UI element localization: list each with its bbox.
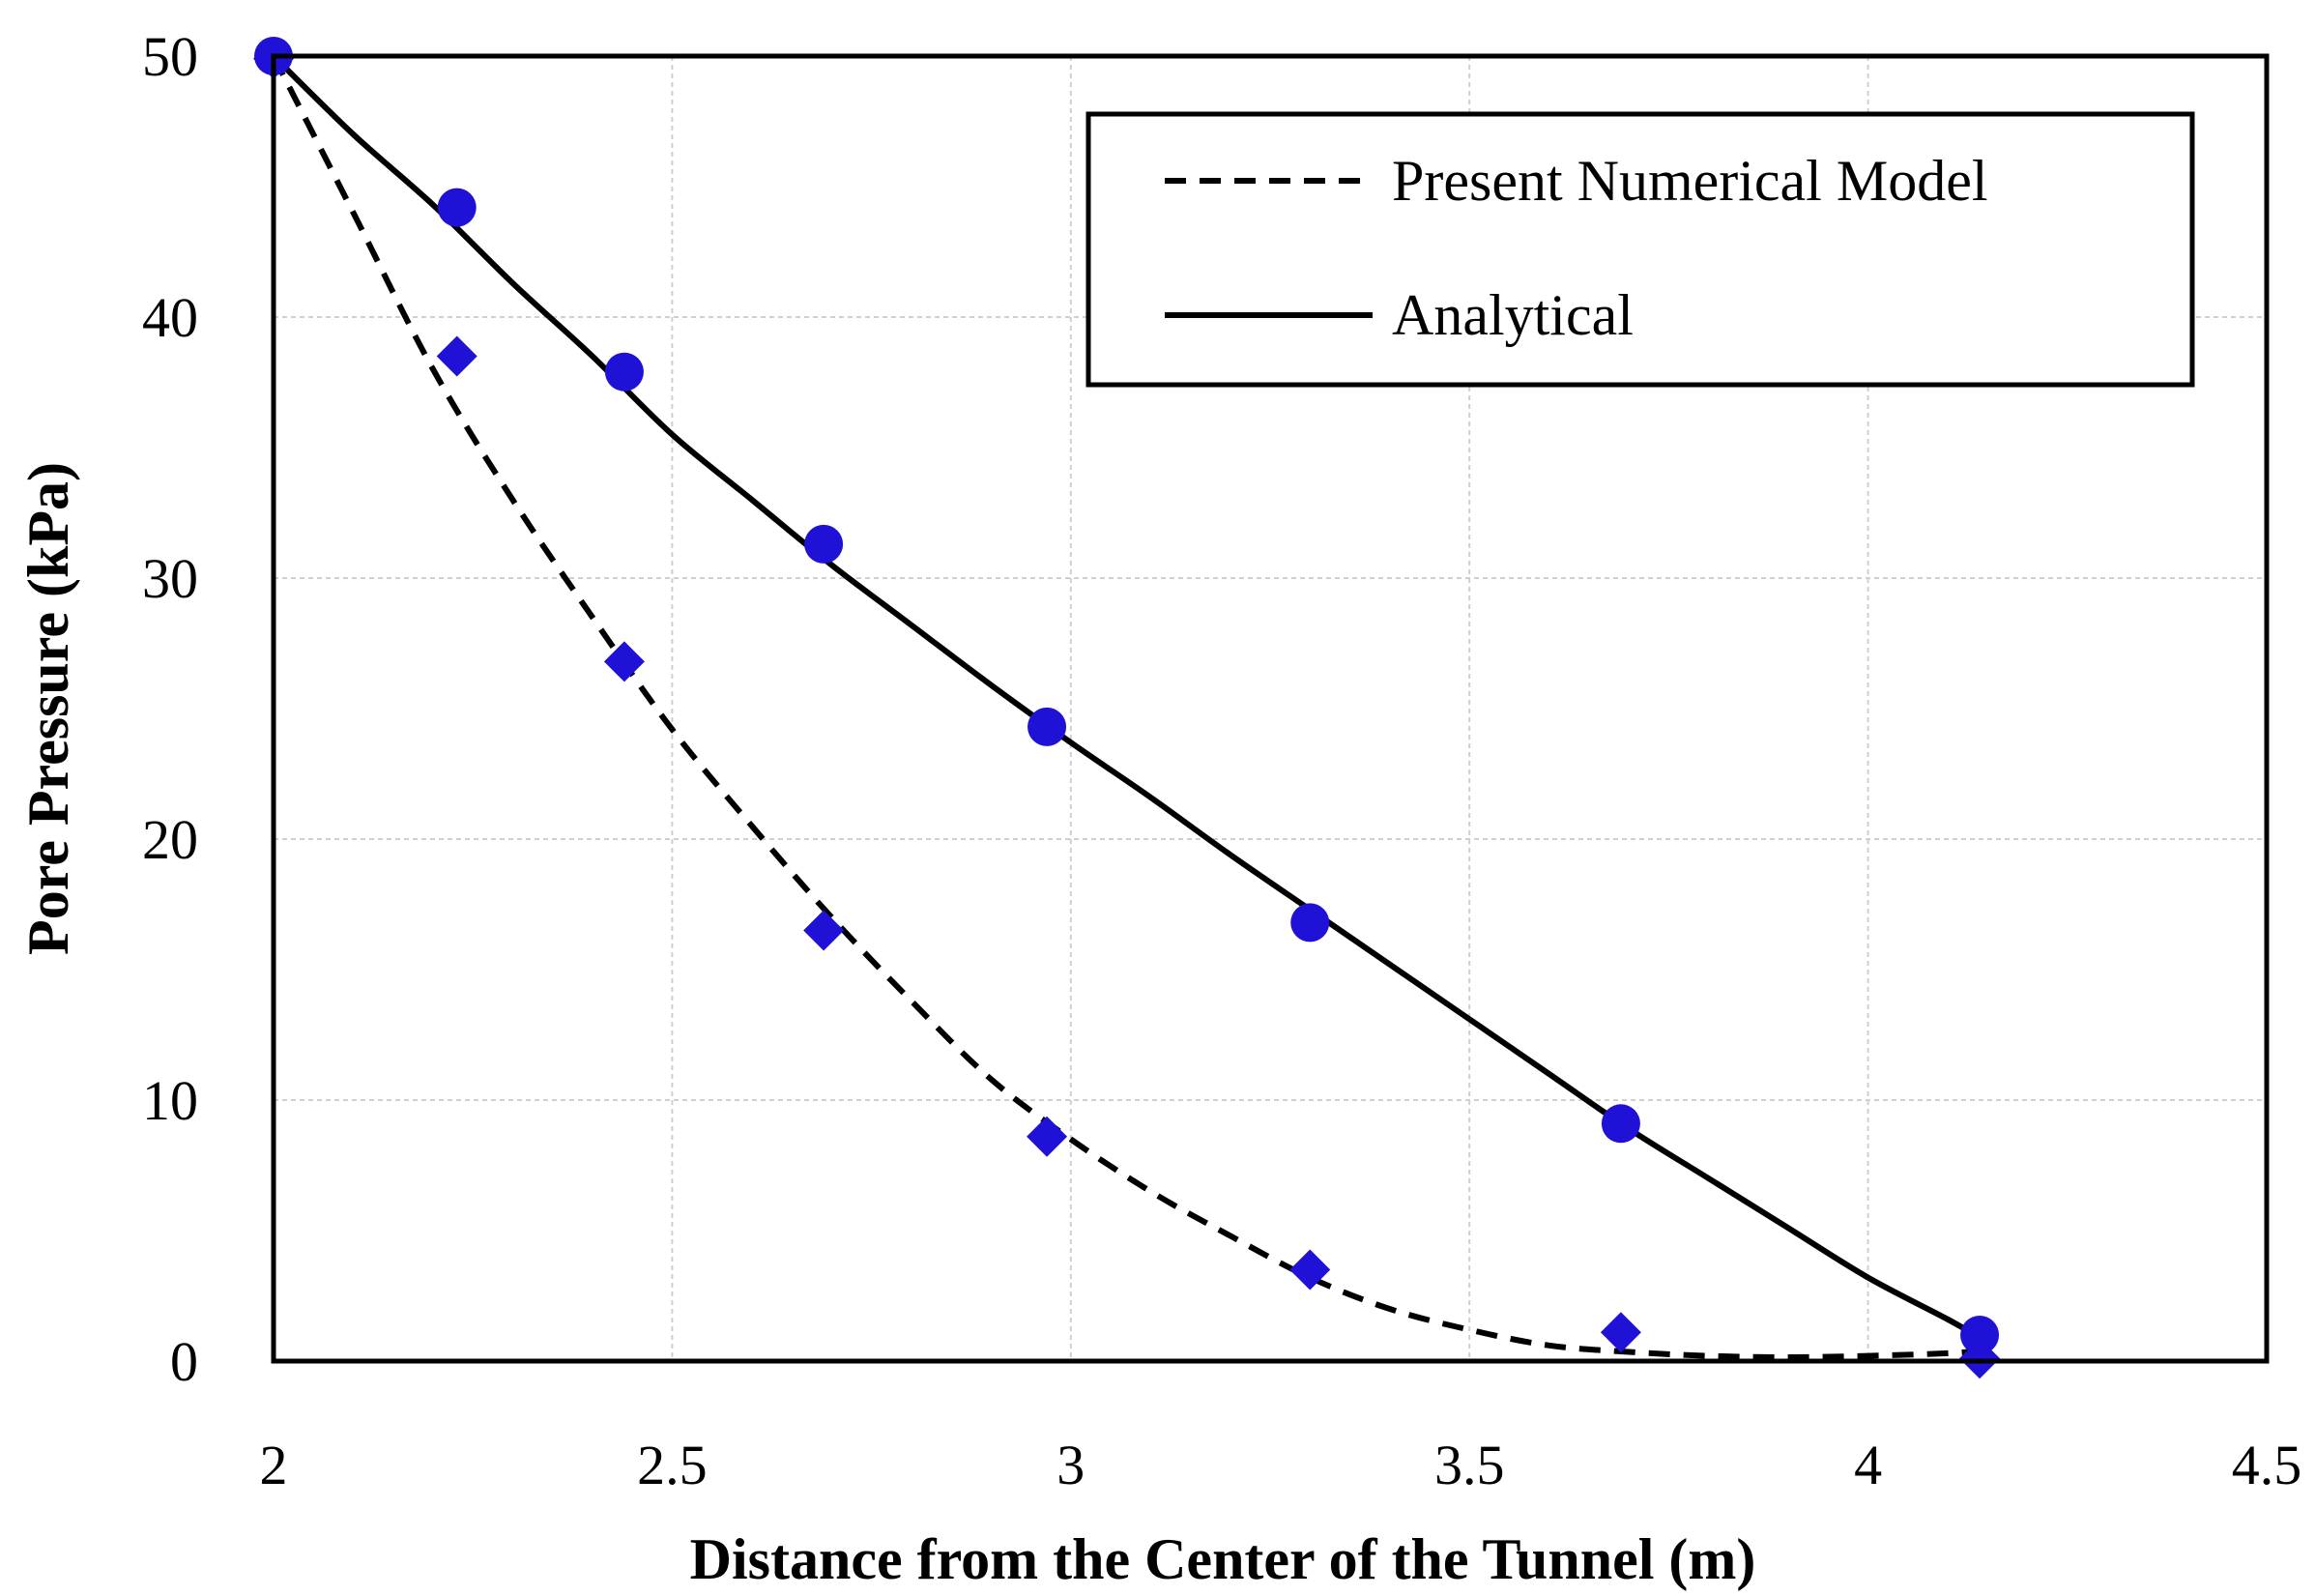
x-tick-label: 4: [1854, 1434, 1882, 1496]
numerical-diamond-marker: [803, 910, 845, 951]
analytical-circle-marker: [1290, 903, 1330, 943]
y-tick-label: 0: [170, 1330, 198, 1393]
analytical-circle-marker: [804, 524, 844, 564]
analytical-line: [271, 53, 1982, 1341]
legend-box: [1085, 111, 2195, 388]
data-markers: [253, 37, 2001, 1379]
numerical-diamond-marker: [436, 335, 477, 377]
analytical-circle-marker: [437, 188, 477, 227]
numerical-diamond-marker: [1600, 1312, 1641, 1353]
y-tick-label: 20: [142, 808, 198, 871]
legend-label-numerical: Present Numerical Model: [1392, 149, 1988, 213]
y-tick-label: 10: [142, 1069, 198, 1132]
x-tick-label: 3: [1056, 1434, 1085, 1496]
analytical-circle-marker: [604, 352, 644, 392]
numerical-model-line: [271, 54, 1981, 1360]
series-lines: [271, 53, 1982, 1360]
analytical-circle-marker: [1960, 1316, 2000, 1354]
analytical-circle-marker: [1027, 707, 1067, 746]
analytical-circle-marker: [1601, 1104, 1640, 1144]
numerical-diamond-marker: [603, 641, 645, 682]
y-tick-label: 40: [142, 286, 198, 349]
x-axis-ticks: 2 2.5 3 3.5 4 4.5: [260, 1434, 2302, 1496]
legend: Present Numerical Model Analytical: [1085, 111, 2195, 388]
x-tick-label: 3.5: [1434, 1434, 1505, 1496]
x-axis-title: Distance from the Center of the Tunnel (…: [690, 1527, 1756, 1591]
x-tick-label: 2: [260, 1434, 288, 1496]
x-tick-label: 4.5: [2232, 1434, 2302, 1496]
numerical-diamond-marker: [1289, 1249, 1331, 1291]
legend-label-analytical: Analytical: [1392, 283, 1634, 347]
y-axis-title: Pore Pressure (kPa): [16, 462, 80, 955]
plot-area-frame: [271, 53, 2270, 1364]
y-axis-ticks: 0 10 20 30 40 50: [142, 25, 198, 1393]
y-tick-label: 30: [142, 547, 198, 610]
x-tick-label: 2.5: [637, 1434, 708, 1496]
y-tick-label: 50: [142, 25, 198, 88]
numerical-diamond-marker: [1027, 1116, 1068, 1157]
